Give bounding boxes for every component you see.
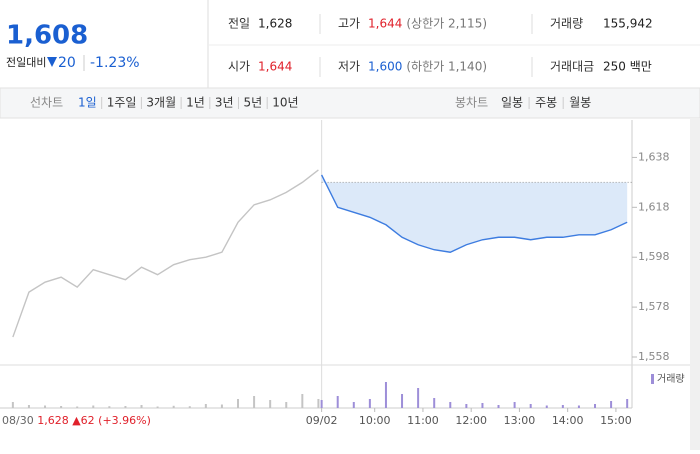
annotation-close: 1,628 — [37, 414, 69, 427]
volume-bar — [497, 405, 500, 408]
change-label: 전일대비 — [6, 55, 46, 69]
volume-bar — [27, 405, 30, 408]
tab-group-label: 봉차트 — [455, 96, 488, 110]
volume-bar — [368, 399, 371, 408]
volume-bar — [336, 396, 339, 408]
tab[interactable]: 주봉 — [535, 96, 557, 110]
volume-bar — [610, 401, 613, 408]
x-tick-label: 14:00 — [552, 414, 584, 427]
legend-label: 거래량 — [657, 373, 685, 385]
volume-bar — [320, 400, 323, 408]
volume-bar — [140, 405, 143, 408]
tab[interactable]: 5년 — [244, 96, 263, 110]
volume-bar — [384, 382, 387, 408]
volume-bar — [11, 402, 14, 408]
volume-bar — [204, 404, 207, 408]
price-line — [12, 169, 319, 338]
info-value: 1,628 — [258, 17, 292, 31]
info-note: (상한가 2,115) — [406, 17, 487, 31]
volume-bar — [269, 400, 272, 408]
tab[interactable]: 1일 — [78, 96, 97, 110]
info-label: 시가 — [228, 60, 250, 74]
x-tick-label: 10:00 — [359, 414, 391, 427]
annotation-rate: (+3.96%) — [98, 414, 151, 427]
info-label: 고가 — [338, 17, 360, 31]
annotation-change: ▲62 — [72, 414, 94, 427]
volume-bar — [401, 394, 404, 408]
x-tick-label: 09/02 — [306, 414, 338, 427]
volume-bar — [465, 404, 468, 408]
legend-swatch — [651, 374, 654, 384]
volume-bar — [44, 405, 47, 408]
tab[interactable]: 월봉 — [569, 96, 591, 110]
down-arrow — [47, 57, 57, 67]
info-value: 1,644 — [368, 17, 402, 31]
tab[interactable]: 1주일 — [107, 96, 137, 110]
tab[interactable]: 1년 — [186, 96, 205, 110]
tab-group-label: 선차트 — [30, 96, 63, 110]
info-label: 거래량 — [550, 17, 583, 31]
price: 1,608 — [6, 21, 88, 51]
tab[interactable]: 일봉 — [501, 96, 523, 110]
volume-bar — [433, 398, 436, 408]
volume-bar — [577, 405, 580, 408]
x-tick-label: 15:00 — [600, 414, 632, 427]
change-rate: -1.23% — [90, 55, 140, 71]
volume-bar — [108, 406, 111, 408]
scrollbar — [690, 118, 700, 450]
volume-bar — [301, 394, 304, 408]
volume-bar — [76, 406, 79, 408]
info-value: 250 백만 — [603, 60, 652, 74]
y-tick-label: 1,578 — [638, 300, 670, 313]
tab[interactable]: 10년 — [272, 96, 298, 110]
volume-bar — [220, 404, 223, 408]
x-tick-label: 12:00 — [455, 414, 487, 427]
x-tick-label: 13:00 — [504, 414, 536, 427]
volume-bar — [124, 406, 127, 408]
volume-bar — [545, 405, 548, 408]
volume-bar — [417, 388, 420, 408]
info-note: (하한가 1,140) — [406, 60, 487, 74]
info-label: 전일 — [228, 17, 250, 31]
info-value: 155,942 — [603, 17, 653, 31]
tab[interactable]: 3개월 — [146, 96, 176, 110]
volume-bar — [561, 405, 564, 408]
volume-bar — [172, 405, 175, 408]
volume-bar — [188, 406, 191, 408]
info-value: 1,644 — [258, 60, 292, 74]
volume-bar — [513, 402, 516, 408]
price-line — [321, 174, 628, 253]
volume-bar — [237, 399, 240, 408]
volume-bar — [253, 396, 256, 408]
volume-bar — [60, 406, 63, 408]
volume-bar — [92, 405, 95, 408]
change: 20 — [58, 55, 76, 71]
volume-bar — [317, 399, 320, 408]
volume-bar — [285, 402, 288, 408]
tab[interactable]: 3년 — [215, 96, 234, 110]
y-tick-label: 1,638 — [638, 150, 670, 163]
volume-bar — [594, 404, 597, 408]
volume-bar — [352, 402, 355, 408]
volume-bar — [481, 403, 484, 408]
x-tick-label: 11:00 — [407, 414, 439, 427]
info-label: 거래대금 — [550, 60, 594, 74]
info-label: 저가 — [338, 60, 360, 74]
y-tick-label: 1,598 — [638, 250, 670, 263]
annotation-date: 08/30 — [2, 414, 34, 427]
y-tick-label: 1,618 — [638, 200, 670, 213]
y-tick-label: 1,558 — [638, 350, 670, 363]
volume-bar — [156, 406, 159, 408]
area — [321, 174, 628, 253]
volume-bar — [529, 404, 532, 408]
tab-bar — [0, 87, 700, 119]
info-value: 1,600 — [368, 60, 402, 74]
annotation: 08/30 1,628 ▲62 (+3.96%) — [2, 414, 151, 427]
volume-bar — [449, 402, 452, 408]
volume-bar — [626, 399, 629, 408]
